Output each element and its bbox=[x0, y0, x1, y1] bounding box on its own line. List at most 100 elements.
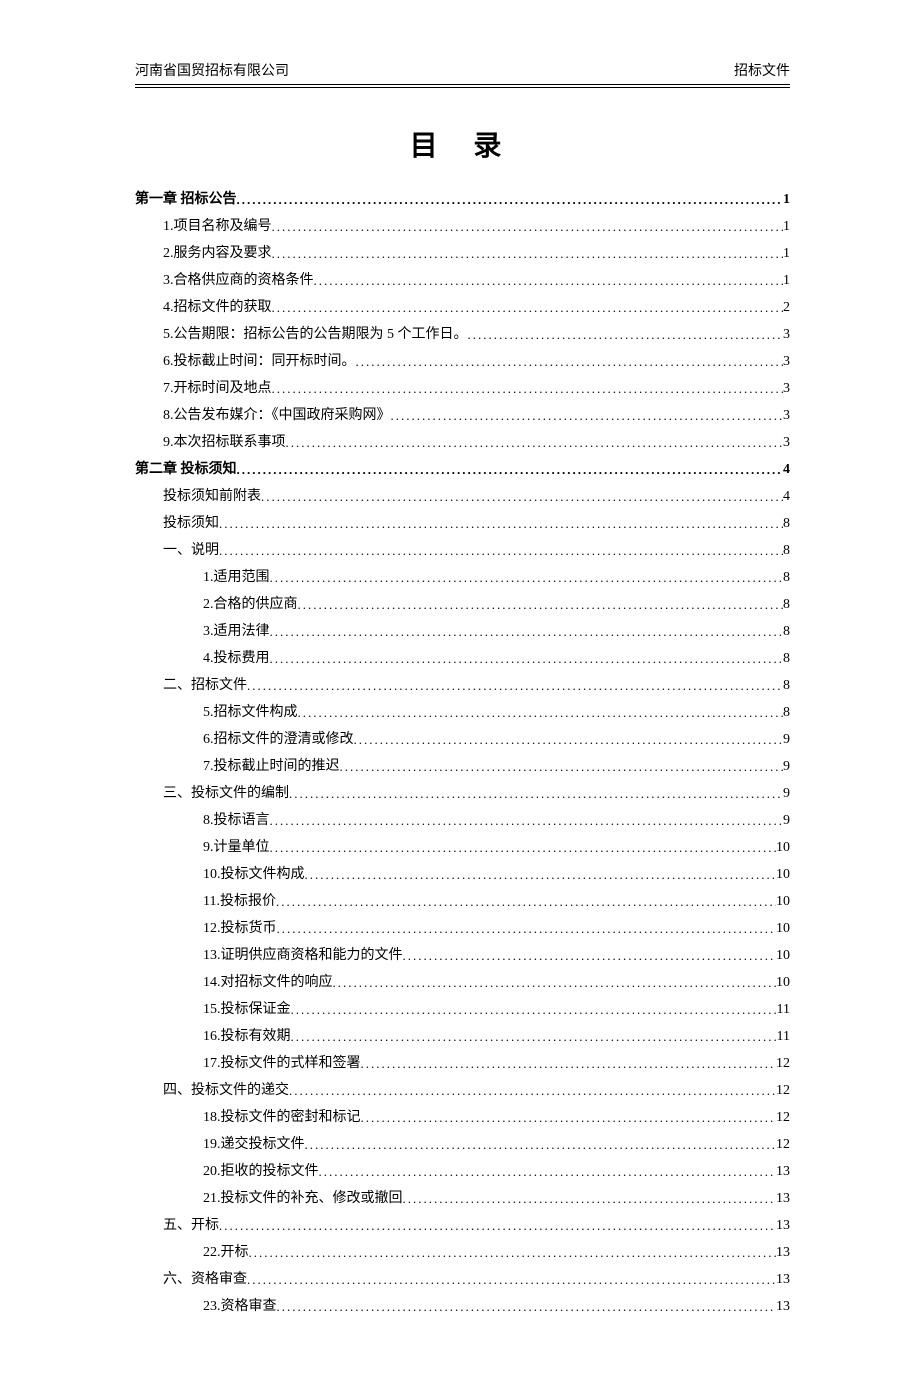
toc-entry: 二、招标文件8 bbox=[163, 672, 790, 699]
toc-entry: 11.投标报价 10 bbox=[203, 888, 790, 915]
toc-leader-dots bbox=[354, 727, 784, 753]
toc-entry-page: 11 bbox=[777, 997, 790, 1023]
toc-entry: 投标须知8 bbox=[163, 510, 790, 537]
toc-entry-page: 8 bbox=[783, 646, 790, 672]
toc-entry: 16.投标有效期 11 bbox=[203, 1023, 790, 1050]
toc-entry: 8.投标语言9 bbox=[203, 807, 790, 834]
toc-entry-label: 5.公告期限：招标公告的公告期限为 5 个工作日。 bbox=[163, 322, 468, 348]
toc-leader-dots bbox=[286, 430, 784, 456]
toc-leader-dots bbox=[272, 376, 784, 402]
toc-entry: 6.招标文件的澄清或修改 9 bbox=[203, 726, 790, 753]
toc-entry-page: 13 bbox=[776, 1213, 790, 1239]
toc-entry: 13.证明供应商资格和能力的文件 10 bbox=[203, 942, 790, 969]
toc-entry-page: 13 bbox=[776, 1159, 790, 1185]
toc-entry-label: 22.开标 bbox=[203, 1240, 249, 1266]
toc-entry-label: 8.公告发布媒介：《中国政府采购网》 bbox=[163, 403, 391, 429]
toc-entry-page: 4 bbox=[783, 457, 790, 483]
header-left: 河南省国贸招标有限公司 bbox=[135, 60, 289, 80]
toc-leader-dots bbox=[237, 187, 784, 213]
toc-entry: 19.递交投标文件12 bbox=[203, 1131, 790, 1158]
toc-entry-page: 10 bbox=[776, 835, 790, 861]
toc-entry-label: 5.招标文件构成 bbox=[203, 700, 298, 726]
toc-leader-dots bbox=[219, 1213, 776, 1239]
toc-entry-label: 1.项目名称及编号 bbox=[163, 214, 272, 240]
toc-leader-dots bbox=[289, 1078, 776, 1104]
toc-entry-label: 18.投标文件的密封和标记 bbox=[203, 1105, 361, 1131]
toc-entry-page: 12 bbox=[776, 1078, 790, 1104]
toc-leader-dots bbox=[291, 1024, 777, 1050]
toc-entry: 一、说明8 bbox=[163, 537, 790, 564]
toc-entry: 7.投标截止时间的推迟 9 bbox=[203, 753, 790, 780]
toc-entry-page: 1 bbox=[783, 241, 790, 267]
toc-entry-label: 23.资格审查 bbox=[203, 1294, 277, 1320]
toc-leader-dots bbox=[219, 538, 783, 564]
toc-leader-dots bbox=[403, 1186, 777, 1212]
toc-entry-page: 10 bbox=[776, 889, 790, 915]
toc-leader-dots bbox=[314, 268, 784, 294]
toc-entry-label: 4.招标文件的获取 bbox=[163, 295, 272, 321]
toc-entry-label: 20.拒收的投标文件 bbox=[203, 1159, 319, 1185]
toc-entry: 22.开标 13 bbox=[203, 1239, 790, 1266]
toc-entry: 7.开标时间及地点3 bbox=[163, 375, 790, 402]
toc-entry-page: 8 bbox=[783, 538, 790, 564]
toc-entry-page: 12 bbox=[776, 1051, 790, 1077]
toc-entry: 4.招标文件的获取 2 bbox=[163, 294, 790, 321]
toc-leader-dots bbox=[319, 1159, 777, 1185]
toc-leader-dots bbox=[356, 349, 784, 375]
toc-entry: 1.项目名称及编号1 bbox=[163, 213, 790, 240]
toc-entry-page: 8 bbox=[783, 700, 790, 726]
toc-entry: 五、开标13 bbox=[163, 1212, 790, 1239]
toc-leader-dots bbox=[361, 1051, 777, 1077]
toc-leader-dots bbox=[270, 835, 777, 861]
toc-entry-page: 1 bbox=[783, 268, 790, 294]
toc-entry-page: 2 bbox=[783, 295, 790, 321]
toc-entry-label: 四、投标文件的递交 bbox=[163, 1078, 289, 1104]
toc-entry-page: 9 bbox=[783, 754, 790, 780]
toc-entry-page: 4 bbox=[783, 484, 790, 510]
header-underline bbox=[135, 87, 790, 88]
toc-entry-label: 三、投标文件的编制 bbox=[163, 781, 289, 807]
toc-entry-label: 16.投标有效期 bbox=[203, 1024, 291, 1050]
toc-entry-label: 3.合格供应商的资格条件 bbox=[163, 268, 314, 294]
toc-entry-page: 10 bbox=[776, 862, 790, 888]
toc-leader-dots bbox=[272, 241, 784, 267]
toc-entry: 21.投标文件的补充、修改或撤回 13 bbox=[203, 1185, 790, 1212]
toc-entry-page: 3 bbox=[783, 376, 790, 402]
toc-entry-page: 9 bbox=[783, 808, 790, 834]
toc-entry: 23.资格审查13 bbox=[203, 1293, 790, 1320]
toc-entry-label: 17.投标文件的式样和签署 bbox=[203, 1051, 361, 1077]
toc-title: 目 录 bbox=[135, 124, 790, 164]
toc-entry-label: 11.投标报价 bbox=[203, 889, 276, 915]
toc-entry-page: 13 bbox=[776, 1240, 790, 1266]
toc-entry-page: 12 bbox=[776, 1105, 790, 1131]
toc-leader-dots bbox=[468, 322, 784, 348]
toc-entry-page: 11 bbox=[777, 1024, 790, 1050]
toc-leader-dots bbox=[270, 619, 784, 645]
toc-entry-label: 4.投标费用 bbox=[203, 646, 270, 672]
toc-leader-dots bbox=[272, 214, 784, 240]
toc-leader-dots bbox=[391, 403, 784, 429]
toc-entry-label: 3.适用法律 bbox=[203, 619, 270, 645]
toc-entry: 12.投标货币10 bbox=[203, 915, 790, 942]
toc-leader-dots bbox=[305, 1132, 777, 1158]
toc-leader-dots bbox=[261, 484, 783, 510]
toc-entry: 2.服务内容及要求1 bbox=[163, 240, 790, 267]
toc-entry-label: 21.投标文件的补充、修改或撤回 bbox=[203, 1186, 403, 1212]
toc-entry-page: 8 bbox=[783, 511, 790, 537]
toc-entry: 9.本次招标联系事项3 bbox=[163, 429, 790, 456]
toc-entry-page: 9 bbox=[783, 781, 790, 807]
toc-leader-dots bbox=[277, 916, 777, 942]
toc-entry-label: 6.投标截止时间：同开标时间。 bbox=[163, 349, 356, 375]
toc-entry-page: 8 bbox=[783, 619, 790, 645]
toc-entry-label: 19.递交投标文件 bbox=[203, 1132, 305, 1158]
toc-entry: 9.计量单位10 bbox=[203, 834, 790, 861]
toc-entry-page: 8 bbox=[783, 673, 790, 699]
toc-entry-label: 投标须知前附表 bbox=[163, 484, 261, 510]
toc-entry: 18.投标文件的密封和标记 12 bbox=[203, 1104, 790, 1131]
toc-entry: 第一章 招标公告 1 bbox=[135, 186, 790, 213]
toc-entry-label: 第一章 招标公告 bbox=[135, 187, 237, 213]
toc-entry-label: 15.投标保证金 bbox=[203, 997, 291, 1023]
toc-leader-dots bbox=[298, 700, 784, 726]
toc-entry-page: 1 bbox=[783, 187, 790, 213]
toc-entry-page: 13 bbox=[776, 1267, 790, 1293]
